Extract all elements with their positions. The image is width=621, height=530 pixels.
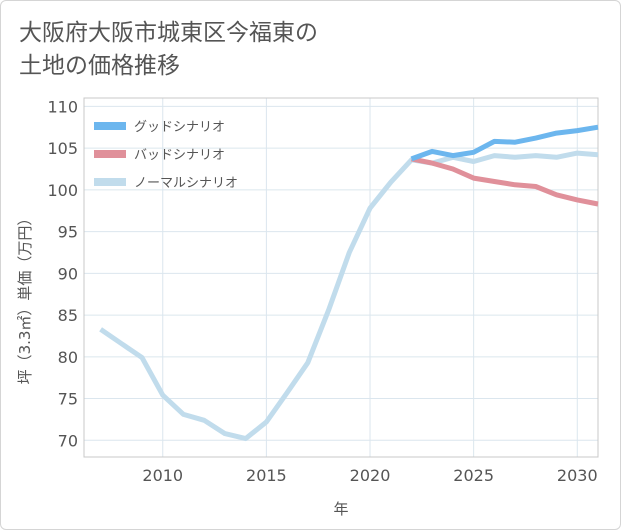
x-axis-label: 年: [333, 500, 348, 518]
legend-swatch: [94, 150, 126, 158]
legend-normal-scenario: ノーマルシナリオ: [94, 176, 238, 191]
plot-area-border: [83, 97, 599, 458]
x-tick-label: 2030: [557, 466, 598, 485]
y-tick-label: 80: [58, 348, 78, 367]
y-tick-labels: 70 75 80 85 90 95 100 105 110: [47, 97, 78, 450]
x-tick-label: 2020: [350, 466, 391, 485]
y-axis-label: 坪（3.3㎡）単価（万円）: [16, 211, 34, 385]
x-tick-labels: 2010 2015 2020 2025 2030: [142, 466, 597, 485]
y-tick-label: 105: [47, 139, 78, 158]
y-tick-label: 100: [47, 181, 78, 200]
legend-label: ノーマルシナリオ: [134, 176, 238, 191]
y-tick-label: 70: [58, 431, 78, 450]
legend-bad-scenario: バッドシナリオ: [94, 148, 225, 163]
good-scenario-line: [410, 124, 599, 162]
chart-title-line-2: 土地の価格推移: [19, 53, 180, 79]
bad-scenario-line: [411, 156, 599, 207]
y-tick-label: 90: [58, 264, 78, 283]
series-lines: [99, 124, 599, 442]
legend-swatch: [94, 178, 126, 186]
y-tick-label: 85: [58, 306, 78, 325]
legend-label: グッドシナリオ: [134, 120, 225, 135]
legend-good-scenario: グッドシナリオ: [94, 120, 225, 135]
y-tick-label: 95: [58, 223, 78, 242]
chart-title: 大阪府大阪市城東区今福東の 土地の価格推移: [19, 17, 318, 83]
x-tick-label: 2025: [453, 466, 494, 485]
grid-lines: [84, 98, 598, 457]
x-tick-label: 2015: [246, 466, 287, 485]
chart-title-line-1: 大阪府大阪市城東区今福東の: [19, 20, 318, 46]
y-tick-label: 110: [47, 97, 78, 116]
legend-label: バッドシナリオ: [134, 148, 225, 163]
legend-swatch: [94, 122, 126, 130]
x-tick-label: 2010: [142, 466, 183, 485]
y-tick-label: 75: [58, 390, 78, 409]
normal-scenario-line: [99, 150, 599, 442]
